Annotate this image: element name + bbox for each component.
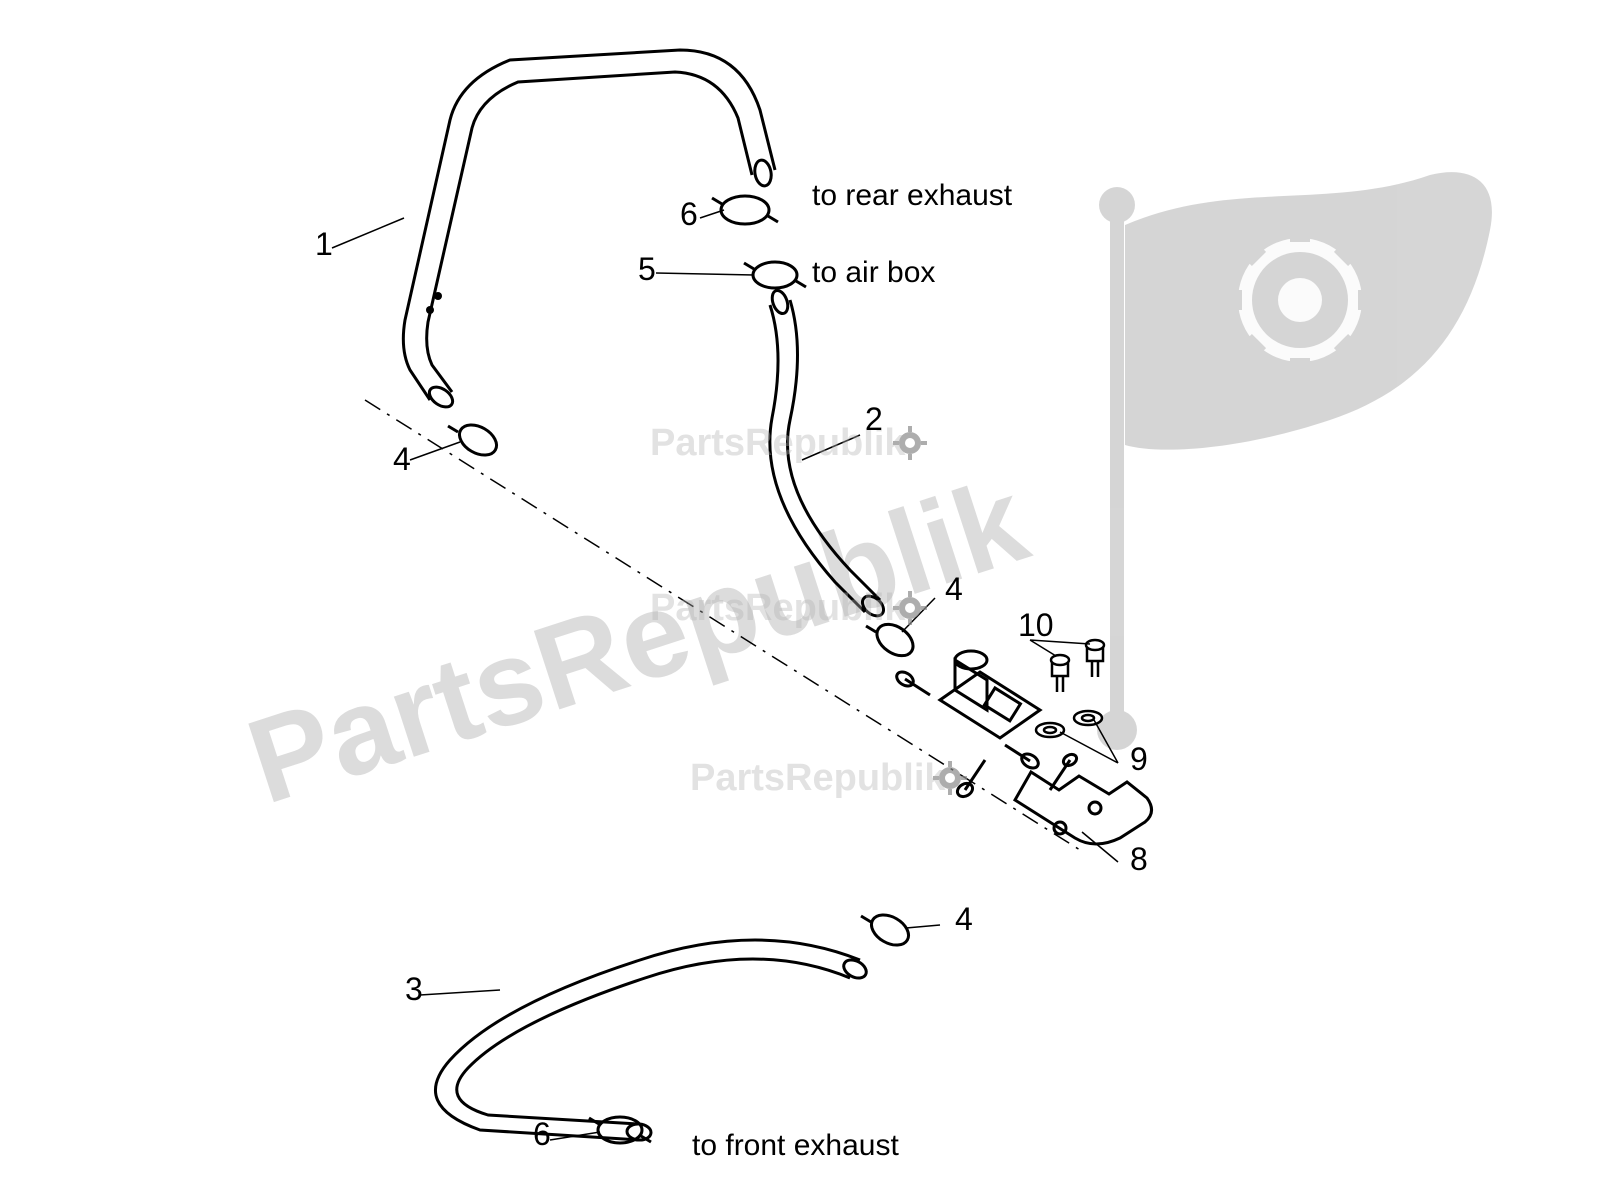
annotation-a1: to rear exhaust <box>812 179 1013 212</box>
part-clamp-4a <box>448 419 502 462</box>
callout-c8: 8 <box>1130 841 1148 877</box>
part-hose-3 <box>435 940 869 1141</box>
part-screw-10 <box>1051 640 1104 692</box>
callout-c6b: 6 <box>533 1116 551 1152</box>
callout-c2: 2 <box>865 401 883 437</box>
callout-c3: 3 <box>405 971 423 1007</box>
callout-c5: 5 <box>638 251 656 287</box>
callout-c9: 9 <box>1130 741 1148 777</box>
callout-c10: 10 <box>1018 607 1054 643</box>
callout-c4c: 4 <box>955 901 973 937</box>
callout-c4a: 4 <box>393 441 411 477</box>
part-washer-9 <box>1036 711 1102 737</box>
callout-c4b: 4 <box>945 571 963 607</box>
part-clamp-4c <box>861 909 914 952</box>
annotation-a3: to front exhaust <box>692 1129 899 1162</box>
callout-c1: 1 <box>315 226 333 262</box>
watermark-flag-gear <box>1097 172 1492 750</box>
annotation-a2: to air box <box>812 256 935 289</box>
svg-text:PartsRepublik: PartsRepublik <box>650 587 906 629</box>
svg-text:PartsRepublik: PartsRepublik <box>690 757 946 799</box>
part-hose-1 <box>403 50 775 411</box>
callout-c6a: 6 <box>680 196 698 232</box>
